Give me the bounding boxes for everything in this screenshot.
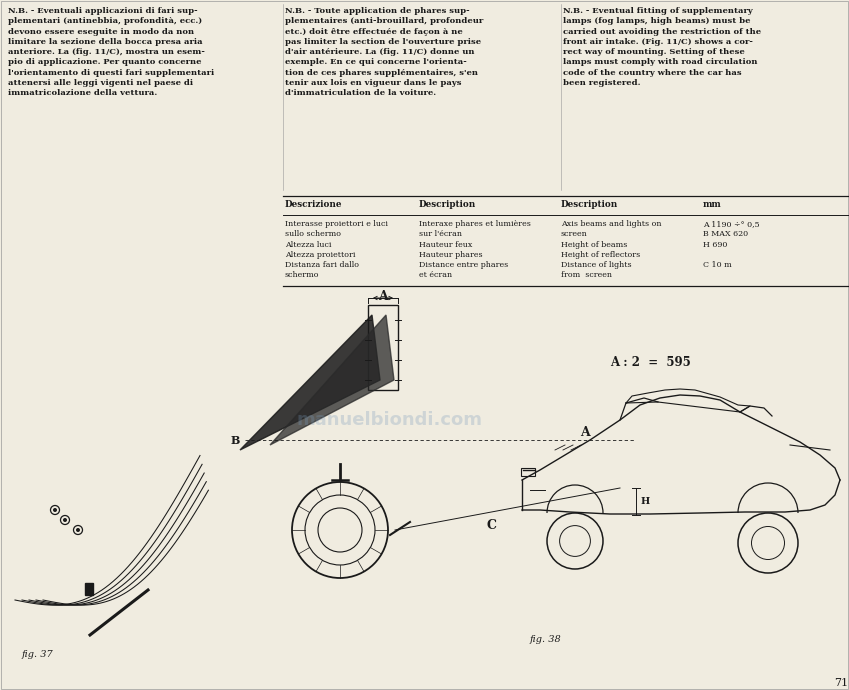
Polygon shape (270, 315, 394, 445)
Bar (368, 305, 398, 390)
Circle shape (53, 508, 57, 512)
Text: A: A (580, 426, 590, 439)
Text: Description: Description (419, 200, 476, 209)
Text: N.B. - Eventual fitting of supplementary
lamps (fog lamps, high beams) must be
c: N.B. - Eventual fitting of supplementary… (563, 7, 761, 87)
Circle shape (76, 528, 80, 532)
Bar (85, 583, 93, 595)
Text: N.B. - Eventuali applicazioni di fari sup-
plementari (antinebbia, profondità, e: N.B. - Eventuali applicazioni di fari su… (8, 7, 214, 97)
Text: Descrizione: Descrizione (285, 200, 342, 209)
Text: Description: Description (561, 200, 618, 209)
Text: Interasse proiettori e luci
sullo schermo
Altezza luci
Altezza proiettori
Distan: Interasse proiettori e luci sullo scherm… (285, 220, 388, 279)
Text: N.B. - Toute application de phares sup-
plementaires (anti-brouillard, profondeu: N.B. - Toute application de phares sup- … (285, 7, 483, 97)
Text: A: A (378, 290, 388, 303)
Text: A 1190 ÷° 0,5
B MAX 620
H 690

C 10 m: A 1190 ÷° 0,5 B MAX 620 H 690 C 10 m (703, 220, 760, 269)
Text: A : 2  =  595: A : 2 = 595 (610, 356, 691, 369)
Bar (521, 468, 535, 476)
Text: B: B (231, 435, 240, 446)
Text: Axis beams and lights on
screen
Height of beams
Height of reflectors
Distance of: Axis beams and lights on screen Height o… (561, 220, 661, 279)
Text: manuelbiondi.com: manuelbiondi.com (297, 411, 483, 429)
Circle shape (63, 518, 67, 522)
Text: 71: 71 (834, 678, 848, 688)
Text: mm: mm (703, 200, 722, 209)
Text: fig. 38: fig. 38 (530, 635, 562, 644)
Polygon shape (240, 315, 380, 450)
Text: C: C (487, 519, 497, 532)
Text: H: H (641, 497, 650, 506)
Text: Interaxe phares et lumières
sur l'écran
Hauteur feux
Hauteur phares
Distance ent: Interaxe phares et lumières sur l'écran … (419, 220, 531, 279)
Text: fig. 37: fig. 37 (22, 650, 53, 659)
